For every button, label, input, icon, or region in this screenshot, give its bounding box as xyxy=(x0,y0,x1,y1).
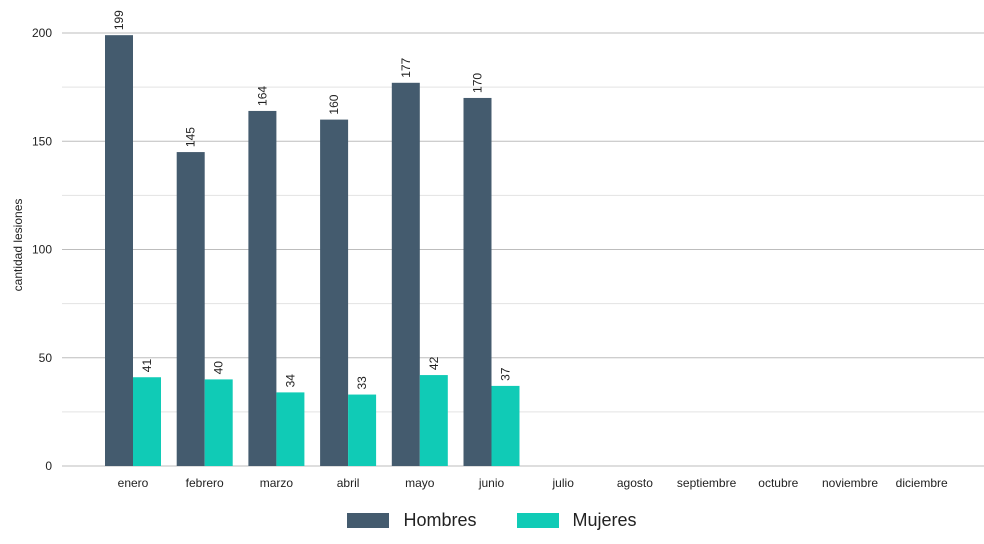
bar-hombres-enero xyxy=(105,35,133,466)
data-label-hombres-mayo: 177 xyxy=(399,57,413,77)
bar-mujeres-febrero xyxy=(204,379,233,466)
legend-swatch-hombres xyxy=(347,513,390,528)
data-labels: 199 145 164 160 177 170 41 40 34 33 42 37 xyxy=(112,10,513,390)
bar-mujeres-junio xyxy=(491,385,520,466)
x-tick-label: enero xyxy=(118,476,149,490)
x-tick-label: julio xyxy=(552,476,575,490)
x-tick-label: marzo xyxy=(260,476,294,490)
data-label-mujeres-febrero: 40 xyxy=(212,361,226,375)
x-tick-label: mayo xyxy=(405,476,435,490)
y-tick-label: 100 xyxy=(32,243,52,257)
bar-hombres-febrero xyxy=(176,152,205,466)
bar-chart: 0 50 100 150 200 199 145 164 160 177 170 41 40 34 33 4… xyxy=(11,10,984,490)
bar-mujeres-mayo xyxy=(419,375,448,466)
legend-item-hombres: Hombres xyxy=(347,510,477,531)
bar-hombres-abril xyxy=(320,119,349,466)
data-label-hombres-junio: 170 xyxy=(471,73,485,93)
x-tick-label: junio xyxy=(478,476,505,490)
y-tick-label: 150 xyxy=(32,134,52,148)
data-label-mujeres-junio: 37 xyxy=(499,367,513,381)
y-tick-label: 0 xyxy=(45,459,52,473)
x-tick-label: abril xyxy=(337,476,360,490)
data-label-mujeres-enero: 41 xyxy=(140,359,154,373)
legend-swatch-mujeres xyxy=(516,513,559,528)
bar-hombres-marzo xyxy=(248,110,277,466)
data-label-hombres-enero: 199 xyxy=(112,10,126,30)
data-label-hombres-abril: 160 xyxy=(327,94,341,114)
bars xyxy=(105,35,520,467)
bar-mujeres-abril xyxy=(348,394,377,466)
x-tick-labels: enero febrero marzo abril mayo junio julio agos… xyxy=(118,476,948,490)
y-axis-label: cantidad lesiones xyxy=(11,199,25,292)
x-tick-label: septiembre xyxy=(677,476,737,490)
data-label-mujeres-marzo: 34 xyxy=(283,374,297,388)
bar-hombres-junio xyxy=(463,97,492,466)
legend-label-mujeres: Mujeres xyxy=(572,510,637,530)
y-tick-labels: 0 50 100 150 200 xyxy=(32,26,52,473)
data-label-hombres-marzo: 164 xyxy=(255,86,269,106)
bar-hombres-mayo xyxy=(391,82,420,467)
y-tick-label: 50 xyxy=(39,351,53,365)
x-tick-label: noviembre xyxy=(822,476,878,490)
data-label-hombres-febrero: 145 xyxy=(184,127,198,147)
data-label-mujeres-abril: 33 xyxy=(355,376,369,390)
legend-item-mujeres: Mujeres xyxy=(516,510,637,531)
bar-mujeres-enero xyxy=(133,377,161,466)
x-tick-label: octubre xyxy=(758,476,798,490)
x-tick-label: agosto xyxy=(617,476,653,490)
x-tick-label: febrero xyxy=(186,476,224,490)
bar-mujeres-marzo xyxy=(276,392,305,466)
legend-label-hombres: Hombres xyxy=(403,510,477,530)
data-label-mujeres-mayo: 42 xyxy=(427,356,441,370)
legend: Hombres Mujeres xyxy=(0,510,984,531)
x-tick-label: diciembre xyxy=(896,476,948,490)
y-tick-label: 200 xyxy=(32,26,52,40)
